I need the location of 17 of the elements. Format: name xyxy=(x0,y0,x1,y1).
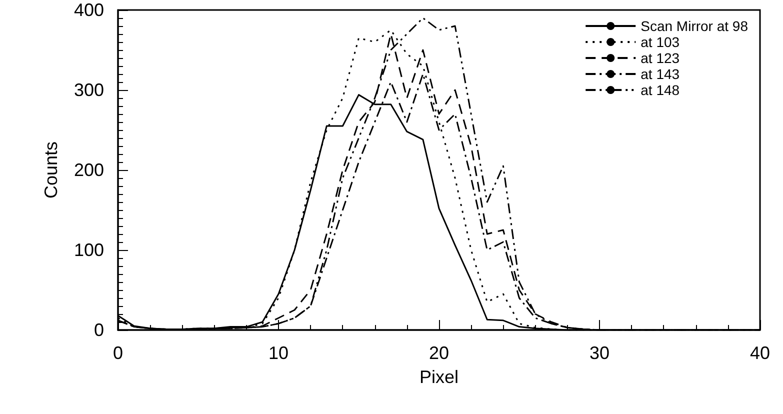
legend-label: at 148 xyxy=(640,82,680,98)
y-tick-label: 300 xyxy=(74,80,104,100)
x-tick-label: 0 xyxy=(112,343,124,363)
legend-label: Scan Mirror at 98 xyxy=(640,18,748,34)
x-tick-label: 30 xyxy=(589,343,610,363)
legend-label: at 103 xyxy=(640,34,680,50)
x-tick-label: 10 xyxy=(268,343,289,363)
y-axis-title: Counts xyxy=(41,141,61,199)
x-tick-label: 40 xyxy=(750,343,770,363)
legend-label: at 143 xyxy=(640,66,680,82)
y-tick-label: 200 xyxy=(74,160,104,180)
x-tick-label: 20 xyxy=(428,343,450,363)
legend-label: at 123 xyxy=(640,50,680,66)
y-tick-label: 0 xyxy=(94,320,104,340)
x-axis-title: Pixel xyxy=(419,367,459,387)
y-tick-label: 100 xyxy=(74,240,104,260)
y-tick-label: 400 xyxy=(74,0,104,20)
